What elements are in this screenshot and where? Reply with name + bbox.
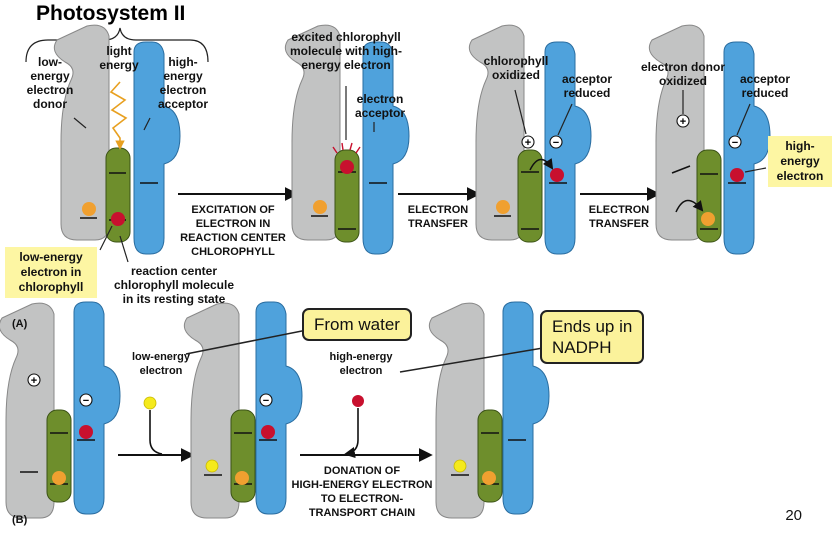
label-electron-acceptor: electron acceptor bbox=[354, 92, 406, 120]
donor-electron bbox=[82, 202, 96, 216]
from-water-pointer bbox=[185, 329, 308, 355]
plus-charge-icon-glyph: + bbox=[525, 137, 531, 149]
label-low-energy-electron: low-energy electron bbox=[131, 351, 191, 377]
panelB-complex-1: +− bbox=[0, 301, 121, 519]
high-energy-electron bbox=[730, 168, 744, 182]
low-energy-electron bbox=[111, 212, 125, 226]
panelB-complex-2: − bbox=[183, 301, 303, 519]
excited-chlorophyll bbox=[334, 149, 360, 243]
callout-ends-up-nadph: Ends up in NADPH bbox=[540, 310, 645, 364]
highlight-high-energy-electron: high-energy electron bbox=[768, 136, 832, 187]
donor-electron bbox=[313, 200, 327, 214]
plus-charge-icon-glyph: + bbox=[31, 375, 37, 387]
page-title: Photosystem II bbox=[36, 2, 186, 25]
curved-arrow-icon bbox=[529, 158, 554, 171]
donor-yellow-electron bbox=[453, 459, 467, 473]
chlorophyll bbox=[46, 409, 72, 503]
minus-charge-icon bbox=[728, 135, 742, 149]
step1-label: EXCITATION OF ELECTRON IN REACTION CENTER C… bbox=[180, 204, 286, 258]
acceptor-electron bbox=[261, 425, 275, 439]
chlorophyll-electron bbox=[52, 471, 66, 485]
page-number: 20 bbox=[785, 507, 802, 524]
donation-label: DONATION OF HIGH-ENERGY ELECTRON TO ELECTR… bbox=[291, 465, 433, 519]
callout-from-water: From water bbox=[302, 308, 412, 341]
high-energy-red-electron bbox=[352, 395, 364, 407]
label-high-energy-electron: high-energy electron bbox=[329, 351, 393, 377]
stage4-complex: +− bbox=[648, 24, 771, 255]
plus-charge-icon bbox=[521, 135, 535, 149]
curved-arrow-icon bbox=[675, 199, 704, 213]
acceptor-electron bbox=[79, 425, 93, 439]
label-donor-oxidized: electron donor oxidized bbox=[640, 60, 725, 88]
label-excited-chlorophyll: excited chlorophyll molecule with high-en… bbox=[289, 30, 402, 72]
transferred-electron bbox=[550, 168, 564, 182]
ends-up-pointer bbox=[399, 347, 544, 373]
minus-charge-icon-glyph: − bbox=[732, 137, 738, 149]
label-high-energy-acceptor: high-energy electron acceptor bbox=[157, 55, 209, 111]
chlorophyll bbox=[230, 409, 256, 503]
electron-acceptor bbox=[73, 301, 121, 515]
low-energy-yellow-electron bbox=[143, 396, 157, 410]
minus-charge-icon-glyph: − bbox=[83, 395, 89, 407]
chlorophyll-electron bbox=[701, 212, 715, 226]
brace bbox=[25, 27, 209, 63]
lightning-arrow-icon bbox=[109, 81, 128, 150]
label-acceptor-reduced-2: acceptor reduced bbox=[739, 72, 791, 100]
label-low-energy-donor: low-energy electron donor bbox=[26, 55, 74, 111]
donor-electron bbox=[496, 200, 510, 214]
minus-charge-icon bbox=[549, 135, 563, 149]
chlorophyll-electron bbox=[482, 471, 496, 485]
panel-label-b: (B) bbox=[12, 514, 28, 526]
oxidized-electron-donor bbox=[0, 302, 55, 519]
label-chlorophyll-oxidized: chlorophyll oxidized bbox=[483, 54, 549, 82]
plus-charge-icon-glyph: + bbox=[680, 116, 686, 128]
oxidized-chlorophyll bbox=[517, 149, 543, 243]
chlorophyll bbox=[477, 409, 503, 503]
stage2-complex bbox=[284, 24, 410, 255]
minus-charge-icon bbox=[259, 393, 273, 407]
minus-charge-icon-glyph: − bbox=[553, 137, 559, 149]
step3-label: ELECTRON TRANSFER bbox=[588, 204, 650, 230]
plus-charge-icon bbox=[676, 114, 690, 128]
minus-charge-icon bbox=[79, 393, 93, 407]
highlight-low-energy-electron: low-energy electron in chlorophyll bbox=[5, 247, 97, 298]
reaction-center-chlorophyll bbox=[105, 147, 131, 243]
stage3-complex: + − bbox=[468, 24, 592, 255]
panelB-complex-3 bbox=[428, 301, 550, 519]
step2-label: ELECTRON TRANSFER bbox=[407, 204, 469, 230]
donor-yellow-electron bbox=[205, 459, 219, 473]
label-acceptor-reduced: acceptor reduced bbox=[561, 72, 613, 100]
panel-label-a: (A) bbox=[12, 318, 28, 330]
stage1-complex bbox=[25, 24, 209, 263]
restored-chlorophyll bbox=[696, 149, 722, 243]
chlorophyll-electron bbox=[235, 471, 249, 485]
minus-charge-icon-glyph: − bbox=[263, 395, 269, 407]
label-reaction-center: reaction center chlorophyll molecule in it… bbox=[113, 264, 235, 306]
high-energy-electron bbox=[340, 160, 354, 174]
label-light-energy: light energy bbox=[99, 44, 139, 72]
plus-charge-icon bbox=[27, 373, 41, 387]
